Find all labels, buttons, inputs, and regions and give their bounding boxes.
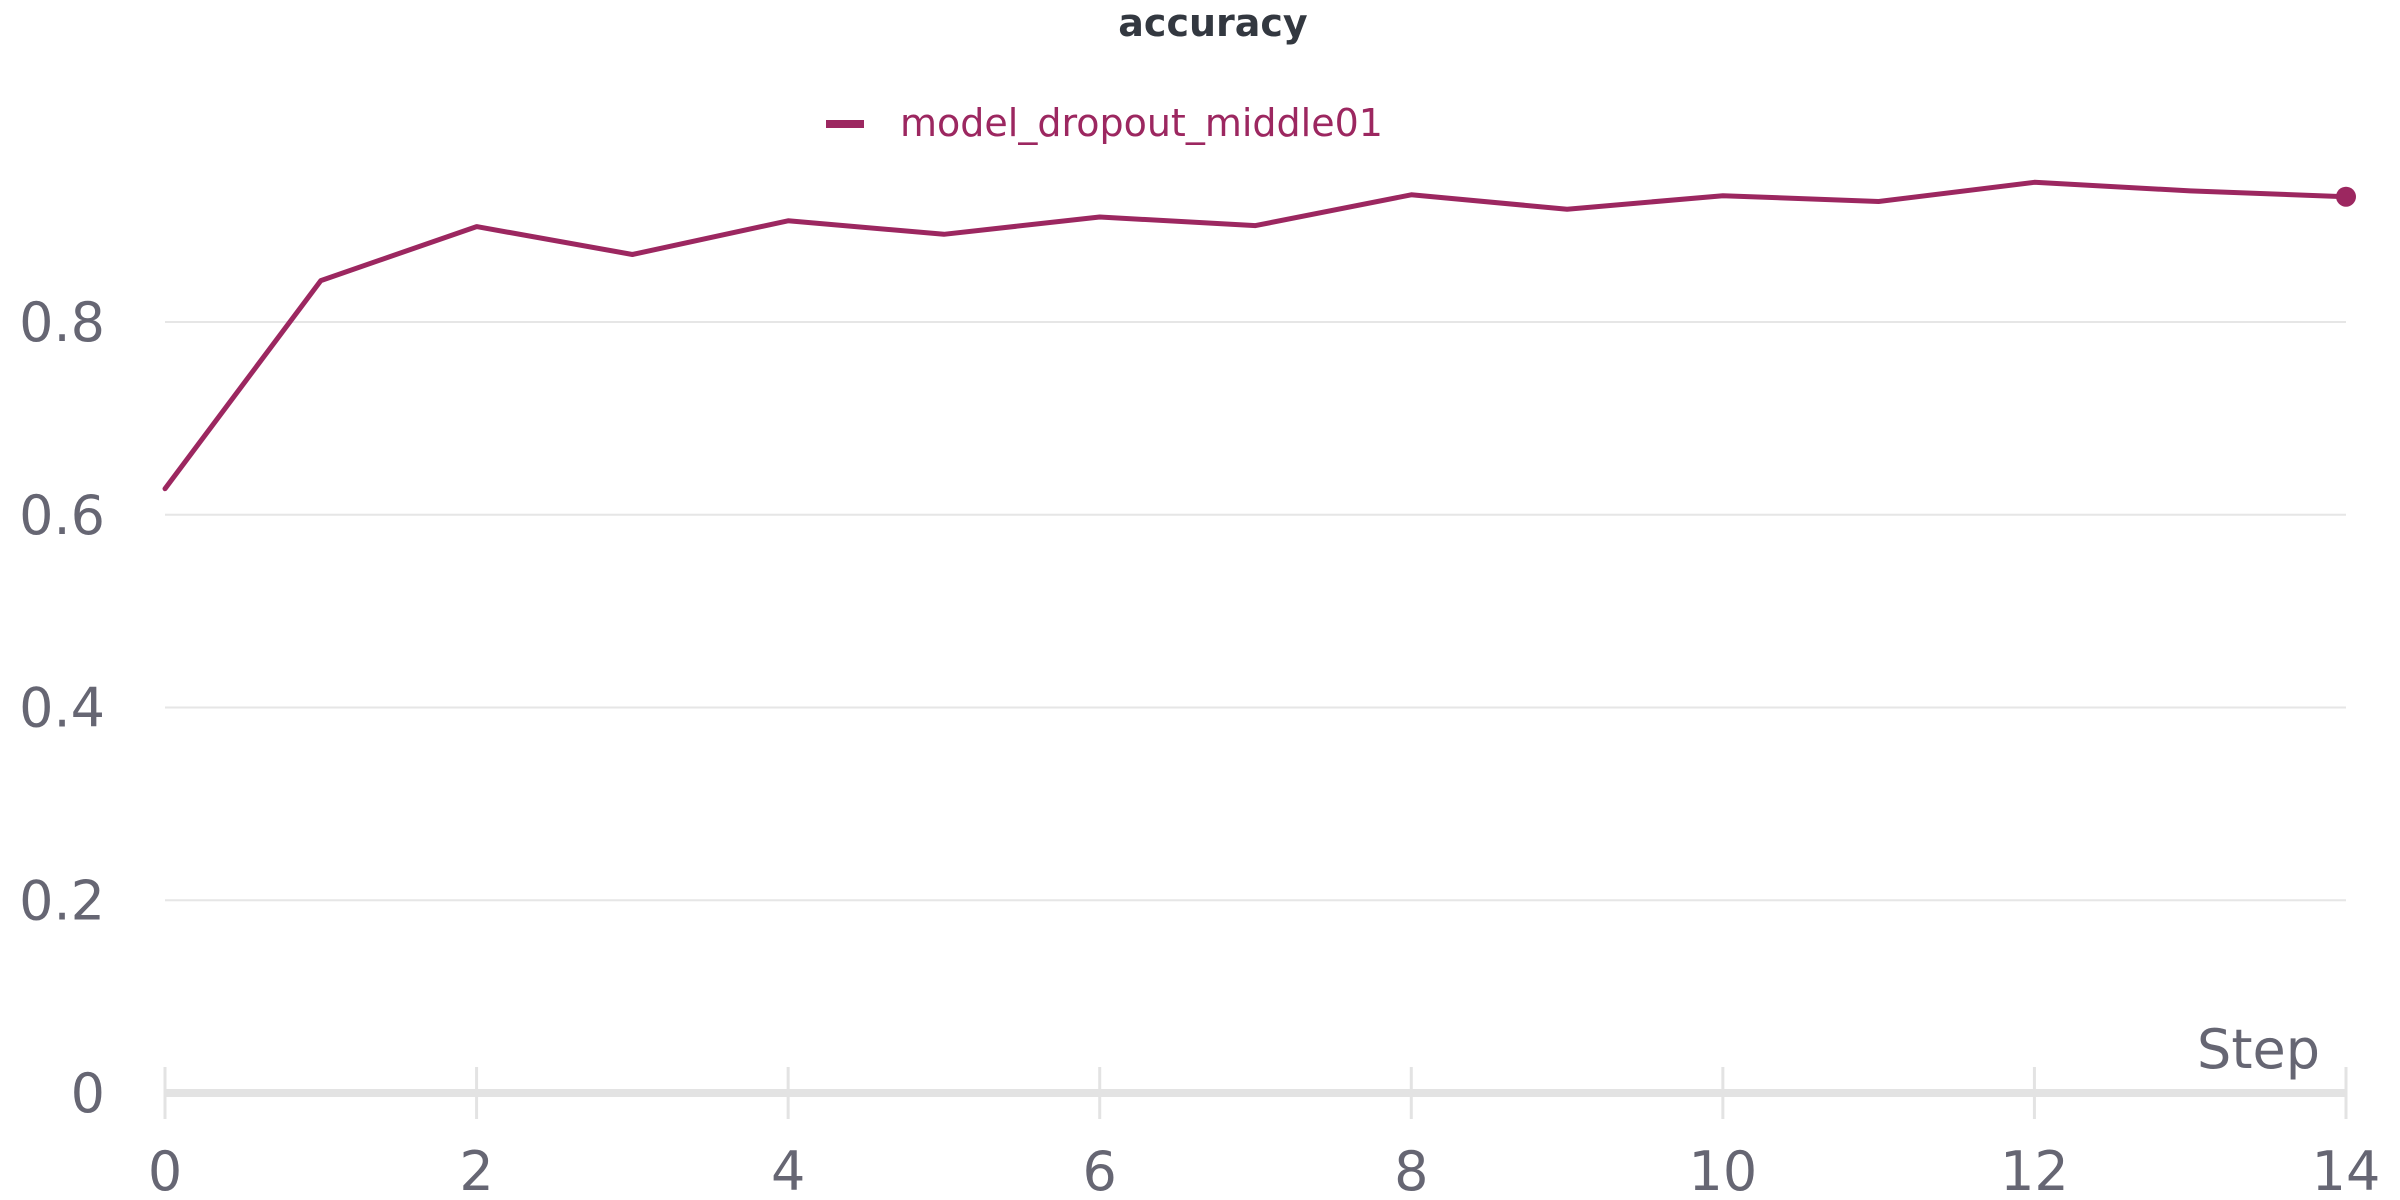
x-tick-label: 8 (1394, 1140, 1428, 1200)
data-point (785, 218, 791, 224)
data-point (318, 278, 324, 284)
x-axis (163, 1067, 2348, 1119)
data-point (1097, 214, 1103, 220)
legend-label-model-dropout-middle01: model_dropout_middle01 (900, 101, 1383, 145)
data-point (1876, 199, 1882, 205)
y-tick-label: 0.6 (19, 484, 105, 547)
x-tick-label: 0 (148, 1140, 182, 1200)
data-point (162, 486, 168, 492)
data-point (2031, 179, 2037, 185)
y-tick-label: 0.4 (19, 677, 105, 740)
chart-title: accuracy (1118, 1, 1308, 45)
data-point (941, 231, 947, 237)
x-tick-label: 4 (771, 1140, 805, 1200)
last-point-marker (2336, 186, 2356, 207)
series-layer (162, 179, 2356, 492)
data-point (1564, 206, 1570, 212)
series-line-0 (162, 179, 2349, 492)
data-point (629, 252, 635, 258)
y-tick-label: 0 (71, 1062, 105, 1125)
data-point (474, 224, 480, 230)
x-axis-tick-labels: 0 2 4 6 8 10 12 14 (148, 1140, 2381, 1200)
y-tick-label: 0.2 (19, 869, 105, 932)
grid-layer (165, 321, 2346, 902)
data-point (1720, 193, 1726, 199)
y-axis-tick-labels: 0 0.2 0.4 0.6 0.8 (19, 291, 105, 1125)
x-axis-title: Step (2197, 1018, 2320, 1081)
data-point (2187, 188, 2193, 194)
x-tick-label: 10 (1688, 1140, 1757, 1200)
x-tick-label: 14 (2312, 1140, 2381, 1200)
y-tick-label: 0.8 (19, 291, 105, 354)
x-tick-label: 12 (2000, 1140, 2069, 1200)
data-point (1253, 223, 1259, 229)
x-tick-label: 2 (459, 1140, 493, 1200)
legend[interactable]: model_dropout_middle01 (826, 101, 1383, 145)
x-tick-label: 6 (1083, 1140, 1117, 1200)
data-point (1408, 192, 1414, 198)
